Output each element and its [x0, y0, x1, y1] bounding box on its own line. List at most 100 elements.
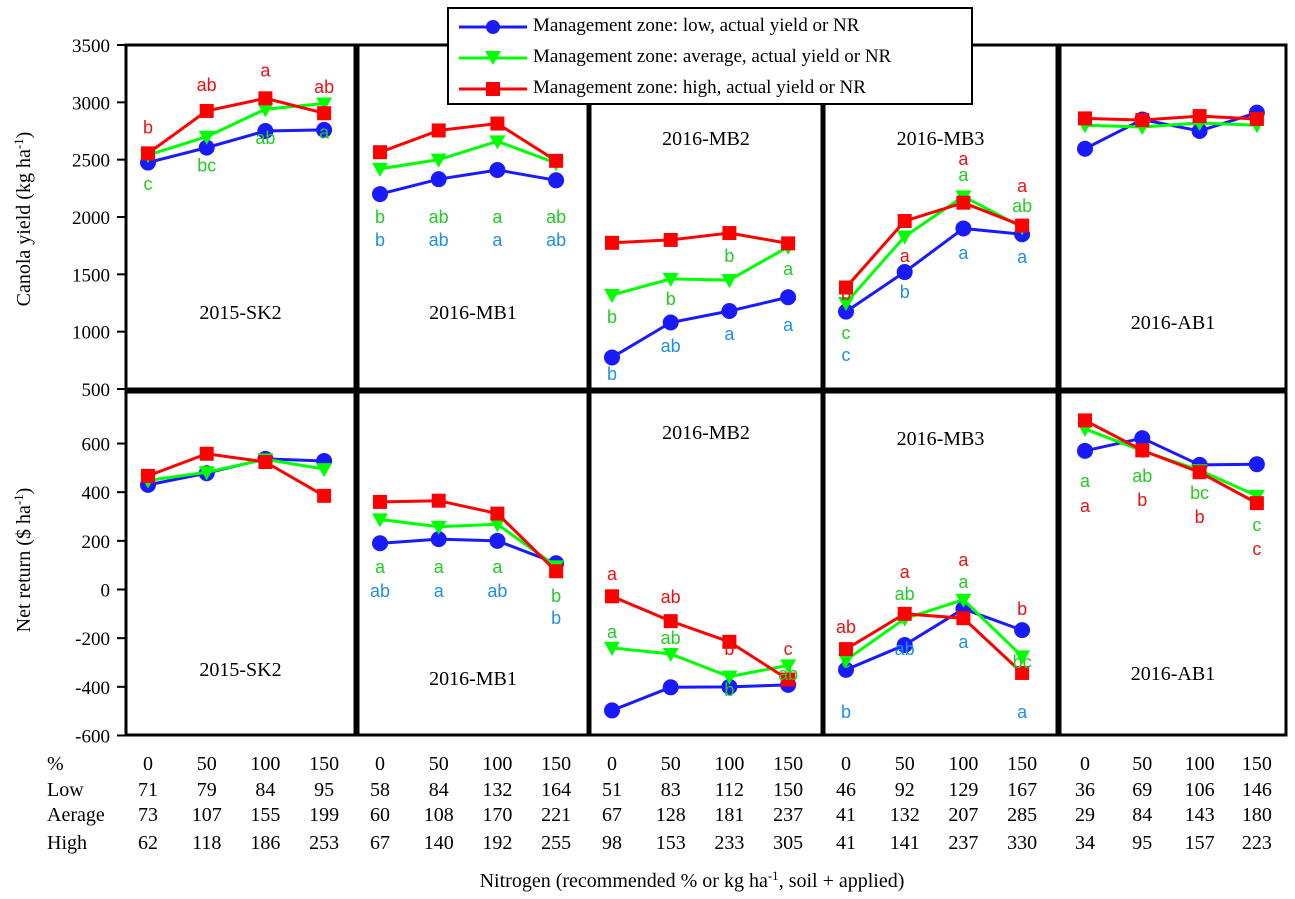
- y-tick-label-top: 1500: [72, 265, 110, 286]
- table-n-low: 112: [715, 779, 744, 801]
- marker-high: [258, 91, 273, 106]
- site-label-top: 2016-MB2: [662, 128, 750, 150]
- legend-swatch-low: [459, 20, 527, 34]
- series-line-average: [611, 646, 789, 679]
- marker-high: [839, 280, 853, 295]
- marker-high: [258, 455, 273, 470]
- table-n-low: 106: [1185, 779, 1215, 801]
- yield-letter-low: a: [783, 315, 794, 335]
- nr-letter-average: ab: [778, 664, 798, 684]
- marker-high: [1015, 218, 1030, 233]
- nr-letter-low: ab: [895, 639, 915, 659]
- nr-letter-average: ab: [895, 584, 915, 604]
- nr-letter-average: ab: [661, 628, 681, 648]
- nr-letter-low: b: [841, 702, 851, 722]
- table-n-average: 170: [482, 804, 512, 826]
- table-percent: 0: [607, 753, 617, 775]
- marker-high: [141, 146, 155, 161]
- series-line-average: [611, 245, 789, 297]
- table-n-low: 92: [895, 779, 915, 801]
- table-n-average: 181: [714, 804, 744, 826]
- marker-average: [430, 520, 447, 535]
- marker-low: [548, 172, 565, 189]
- table-percent: 150: [1242, 753, 1272, 775]
- marker-high: [781, 236, 796, 251]
- marker-high: [317, 106, 332, 121]
- table-n-average: 207: [948, 804, 978, 826]
- marker-average: [662, 647, 679, 662]
- nr-letter-high: b: [1137, 490, 1147, 510]
- marker-low: [430, 171, 447, 188]
- table-n-low: 150: [773, 779, 803, 801]
- nr-letter-low: ab: [370, 581, 390, 601]
- marker-high: [199, 446, 214, 461]
- legend-label-average: Management zone: average, actual yield o…: [533, 46, 892, 67]
- table-n-average: 41: [836, 804, 856, 826]
- yield-letter-high: ab: [197, 75, 217, 95]
- nr-letter-average: a: [1080, 471, 1091, 491]
- panel-frame-bottom-1: [124, 390, 357, 737]
- yield-letter-average: bc: [197, 156, 216, 176]
- marker-high: [1135, 113, 1150, 128]
- marker-high: [897, 214, 912, 229]
- table-n-average: 60: [370, 804, 390, 826]
- marker-low: [489, 532, 506, 549]
- yield-letter-low: ab: [429, 230, 449, 250]
- series-line-high: [379, 499, 558, 573]
- series-line-low: [1084, 436, 1257, 467]
- y-tick-label-bottom: 600: [82, 435, 111, 456]
- marker-high: [199, 103, 214, 118]
- marker-average: [604, 288, 620, 303]
- table-n-average: 155: [250, 804, 280, 826]
- table-n-low: 167: [1007, 779, 1037, 801]
- marker-high: [1249, 111, 1264, 126]
- site-label-top: 2015-SK2: [199, 302, 281, 324]
- y-tick-label-top: 2500: [72, 151, 110, 172]
- yield-letter-average: b: [375, 207, 385, 227]
- nr-letter-average: a: [434, 557, 445, 577]
- table-row-label: %: [47, 753, 64, 775]
- marker-high: [1015, 665, 1030, 680]
- series-line-low: [845, 607, 1023, 672]
- nr-letter-average: b: [724, 680, 734, 700]
- table-n-average: 67: [602, 804, 622, 826]
- series-line-low: [147, 128, 325, 164]
- legend-entry-average: Management zone: average, actual yield o…: [449, 44, 971, 72]
- series-line-high: [845, 612, 1024, 675]
- site-label-top: 2016-MB3: [897, 128, 985, 150]
- table-n-low: 58: [370, 779, 390, 801]
- legend-label-high: Management zone: high, actual yield or N…: [533, 77, 866, 98]
- yield-letter-average: a: [492, 207, 503, 227]
- table-n-high: 330: [1007, 832, 1037, 854]
- marker-high: [549, 153, 564, 168]
- table-n-high: 192: [482, 832, 512, 854]
- legend-entry-low: Management zone: low, actual yield or NR: [449, 13, 971, 41]
- marker-average: [316, 97, 333, 112]
- y-axis-label-top: Canola yield (kg ha-1): [11, 132, 36, 307]
- table-percent: 150: [309, 753, 339, 775]
- table-n-average: 180: [1242, 804, 1272, 826]
- yield-letter-average: a: [783, 259, 794, 279]
- legend-swatch-high: [459, 82, 527, 96]
- marker-high: [373, 494, 387, 509]
- series-line-low: [611, 295, 789, 359]
- y-tick-label-bottom: -600: [75, 726, 110, 747]
- marker-average: [198, 130, 215, 145]
- marker-average: [838, 297, 854, 311]
- table-n-high: 253: [309, 832, 339, 854]
- marker-low: [662, 314, 679, 331]
- yield-letter-average: a: [319, 122, 330, 142]
- marker-low: [838, 661, 854, 678]
- panel-frame-bottom-5: [1058, 390, 1288, 737]
- table-n-low: 129: [948, 779, 978, 801]
- table-n-average: 132: [890, 804, 920, 826]
- series-line-high: [611, 231, 789, 245]
- marker-average: [604, 641, 620, 656]
- nr-letter-average: ab: [1132, 466, 1152, 486]
- nr-letter-average: bc: [1013, 652, 1032, 672]
- table-n-low: 146: [1242, 779, 1272, 801]
- table-n-high: 153: [656, 832, 686, 854]
- yield-letter-high: a: [900, 246, 911, 266]
- nr-letter-average: a: [958, 572, 969, 592]
- marker-low: [780, 289, 797, 306]
